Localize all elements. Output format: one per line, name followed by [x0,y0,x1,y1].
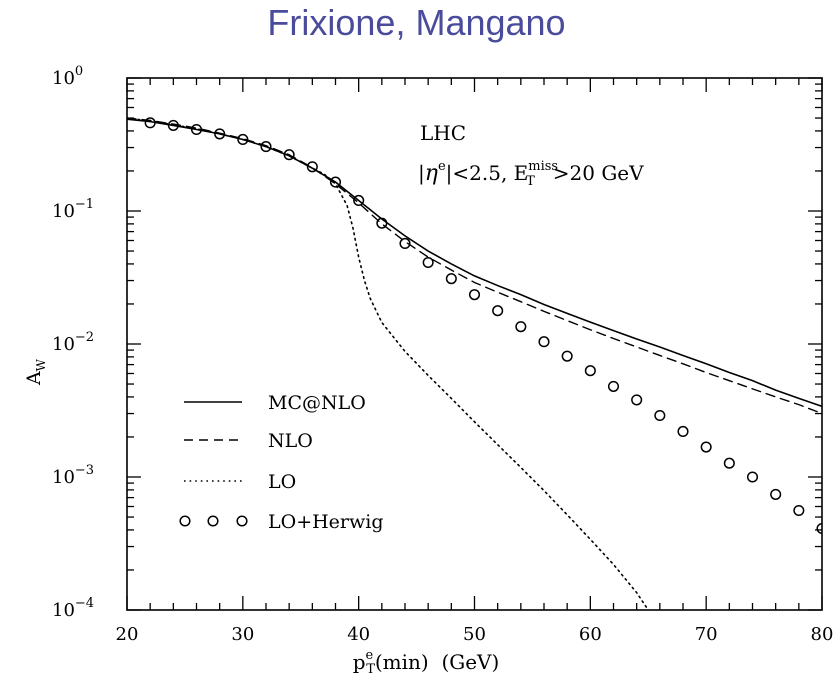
data-point [654,409,666,422]
x-axis-label-sup: e [366,648,374,663]
legend-label-nlo: NLO [268,430,313,452]
legend-label-lo: LO [268,471,296,493]
y-tick-base: 10 [52,600,75,621]
data-point [746,471,759,483]
data-point [376,217,388,229]
y-tick-label: 10−2 [52,330,94,355]
series-line-nlo [127,117,822,415]
y-tick-label: 10−1 [52,197,94,222]
y-tick-exp: −4 [75,596,94,611]
x-tick-label: 80 [811,624,833,645]
x-tick-label: 30 [231,624,254,645]
y-tick-base: 10 [52,68,75,89]
y-tick-label: 10−3 [52,463,94,488]
legend-marker-lo-herwig [207,515,219,527]
x-tick-label: 50 [463,624,486,645]
legend-label-lo-herwig: LO+Herwig [268,511,384,533]
data-point [260,141,272,153]
legend-marker-lo-herwig [179,515,191,527]
data-point [631,394,643,406]
annotation-line2: |ηe|<2.5, Emiss T >20 GeV [418,159,644,189]
data-point [399,237,411,250]
y-axis-label: AW [23,358,48,386]
y-tick-exp: −2 [75,330,94,345]
data-point [329,176,342,188]
annotation: LHC |ηe|<2.5, Emiss T >20 GeV [418,121,644,189]
legend: MC@NLO NLO LO LO+Herwig [179,392,384,533]
data-point [492,305,504,317]
series-lo-herwig [144,117,822,535]
annotation-eta: η [425,161,438,186]
data-point [561,350,573,362]
y-tick-label: 10−4 [52,596,94,621]
x-tick-label: 20 [116,624,139,645]
y-tick-base: 10 [52,334,75,355]
y-tick-exp: 0 [75,64,83,79]
data-point [190,123,203,136]
x-axis-label: pe T(min) (GeV) [353,648,500,677]
data-point [700,441,712,453]
x-tick-labels: 20 30 40 50 60 70 80 [116,624,833,645]
legend-marker-lo-herwig [236,515,248,527]
annotation-et-sub: T [526,174,535,189]
x-tick-label: 40 [347,624,370,645]
y-axis-label-sub: W [34,358,48,371]
data-point [167,119,179,131]
data-point [770,488,782,500]
data-point [445,273,457,285]
data-point [306,161,318,173]
plot-frame [126,77,823,611]
data-point [515,321,527,333]
y-tick-label: 100 [52,64,83,89]
data-point [816,522,822,535]
y-tick-exp: −3 [75,463,94,478]
legend-label-mc-nlo: MC@NLO [268,392,366,414]
annotation-et-sup: miss [528,159,558,174]
x-tick-label: 60 [579,624,602,645]
data-point [468,289,481,301]
data-point [584,365,596,377]
data-point [538,336,550,348]
y-axis-label-main: A [23,371,45,386]
data-point [144,117,156,129]
data-point [793,504,805,517]
x-axis-label-p: p [353,650,366,674]
chart-title: Frixione, Mangano [267,2,566,43]
data-point [237,133,249,146]
annotation-end: >20 GeV [553,161,644,185]
series-line-lo [127,117,650,610]
data-point [283,149,295,161]
x-axis-label-sub: T [366,662,375,677]
annotation-eta-sup: e [438,159,446,174]
data-point [214,128,226,140]
x-axis-label-rest: (min) (GeV) [375,650,499,674]
data-point [607,380,620,392]
data-point [677,425,689,438]
data-point [723,457,735,469]
x-tick-label: 70 [695,624,718,645]
y-tick-exp: −1 [75,197,94,212]
data-point [353,194,365,207]
annotation-bar: | [418,161,425,186]
series-group [127,117,822,610]
data-point [422,256,434,269]
y-tick-base: 10 [52,467,75,488]
annotation-mid: |<2.5, E [446,161,529,186]
y-tick-base: 10 [52,201,75,222]
tick-marks [126,77,823,611]
annotation-line1: LHC [420,121,466,145]
